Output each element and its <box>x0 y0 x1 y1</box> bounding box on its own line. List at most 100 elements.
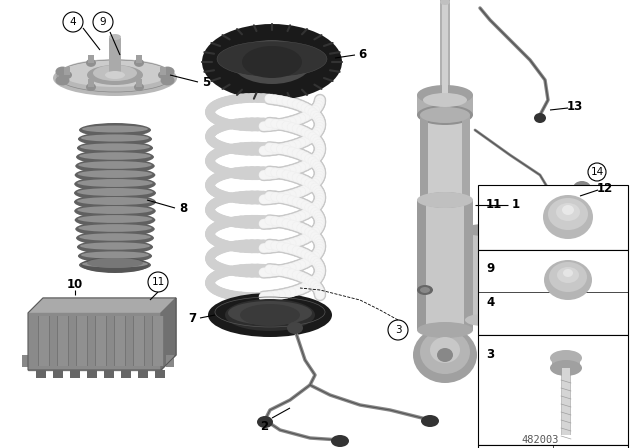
Ellipse shape <box>563 269 573 277</box>
Ellipse shape <box>208 293 332 337</box>
Bar <box>160 67 166 75</box>
Bar <box>121 370 131 378</box>
Bar <box>136 55 142 63</box>
Ellipse shape <box>232 40 312 84</box>
Ellipse shape <box>77 197 153 205</box>
Ellipse shape <box>287 322 303 334</box>
Text: 10: 10 <box>67 279 83 292</box>
Ellipse shape <box>161 75 175 86</box>
Ellipse shape <box>440 0 450 5</box>
Ellipse shape <box>80 143 150 151</box>
Ellipse shape <box>77 170 152 178</box>
Bar <box>70 370 80 378</box>
Ellipse shape <box>74 176 156 192</box>
Text: 9: 9 <box>486 262 494 275</box>
Bar <box>420 115 428 200</box>
Ellipse shape <box>56 67 70 77</box>
Ellipse shape <box>86 83 96 91</box>
Ellipse shape <box>76 150 154 164</box>
Bar <box>464 200 473 330</box>
Ellipse shape <box>242 46 302 78</box>
Bar <box>478 335 628 445</box>
Ellipse shape <box>217 41 327 77</box>
Ellipse shape <box>77 215 152 223</box>
Bar <box>76 316 88 366</box>
Ellipse shape <box>420 287 430 293</box>
Ellipse shape <box>134 83 144 91</box>
Ellipse shape <box>228 301 312 325</box>
Ellipse shape <box>77 240 153 254</box>
Ellipse shape <box>573 181 591 195</box>
Ellipse shape <box>79 152 151 160</box>
Ellipse shape <box>81 251 149 258</box>
Bar <box>104 370 114 378</box>
Text: 2: 2 <box>260 419 268 432</box>
Bar <box>155 370 165 378</box>
Ellipse shape <box>557 267 579 283</box>
Ellipse shape <box>423 93 467 107</box>
Ellipse shape <box>549 198 563 208</box>
Bar <box>572 202 586 210</box>
Ellipse shape <box>79 123 151 137</box>
Bar <box>36 370 46 378</box>
Ellipse shape <box>81 134 149 142</box>
Ellipse shape <box>75 167 156 183</box>
Ellipse shape <box>87 258 143 268</box>
Ellipse shape <box>62 71 72 79</box>
Ellipse shape <box>465 224 501 236</box>
Bar <box>478 250 628 335</box>
Bar <box>136 79 142 87</box>
Ellipse shape <box>420 330 470 374</box>
Bar <box>465 230 501 320</box>
Ellipse shape <box>79 258 151 272</box>
Text: 9: 9 <box>100 17 106 27</box>
Ellipse shape <box>74 185 156 201</box>
Text: 7: 7 <box>188 311 196 324</box>
Text: 14: 14 <box>590 167 604 177</box>
Bar <box>53 370 63 378</box>
Ellipse shape <box>417 85 473 105</box>
Bar <box>570 200 588 212</box>
Ellipse shape <box>82 260 148 267</box>
Ellipse shape <box>109 34 121 40</box>
Ellipse shape <box>417 105 473 125</box>
Bar <box>96 316 106 366</box>
Ellipse shape <box>76 158 155 174</box>
Bar <box>478 185 628 250</box>
Ellipse shape <box>421 415 439 427</box>
Ellipse shape <box>417 322 473 338</box>
Text: 4: 4 <box>486 296 494 309</box>
Bar <box>22 355 30 367</box>
Bar <box>88 79 94 87</box>
Ellipse shape <box>550 360 582 376</box>
Text: 3: 3 <box>395 325 401 335</box>
Ellipse shape <box>430 337 460 363</box>
Ellipse shape <box>78 224 152 232</box>
Polygon shape <box>161 298 176 370</box>
Ellipse shape <box>93 65 137 81</box>
Ellipse shape <box>60 59 170 87</box>
Text: 11: 11 <box>486 198 502 211</box>
Ellipse shape <box>75 212 156 228</box>
Polygon shape <box>28 313 161 370</box>
Ellipse shape <box>78 161 152 169</box>
Bar <box>442 0 448 95</box>
Ellipse shape <box>257 416 273 428</box>
Ellipse shape <box>134 59 144 67</box>
Ellipse shape <box>76 230 154 246</box>
Ellipse shape <box>543 195 593 239</box>
Ellipse shape <box>105 71 125 79</box>
Bar <box>64 67 70 75</box>
Ellipse shape <box>74 203 156 219</box>
Ellipse shape <box>161 67 175 77</box>
Ellipse shape <box>77 179 153 187</box>
Bar <box>152 316 164 366</box>
Bar <box>38 316 50 366</box>
Ellipse shape <box>550 350 582 366</box>
Text: 8: 8 <box>179 202 187 215</box>
Ellipse shape <box>556 203 580 221</box>
Bar <box>467 230 499 320</box>
Bar <box>440 0 450 95</box>
Bar <box>58 316 68 366</box>
Bar <box>420 115 470 200</box>
